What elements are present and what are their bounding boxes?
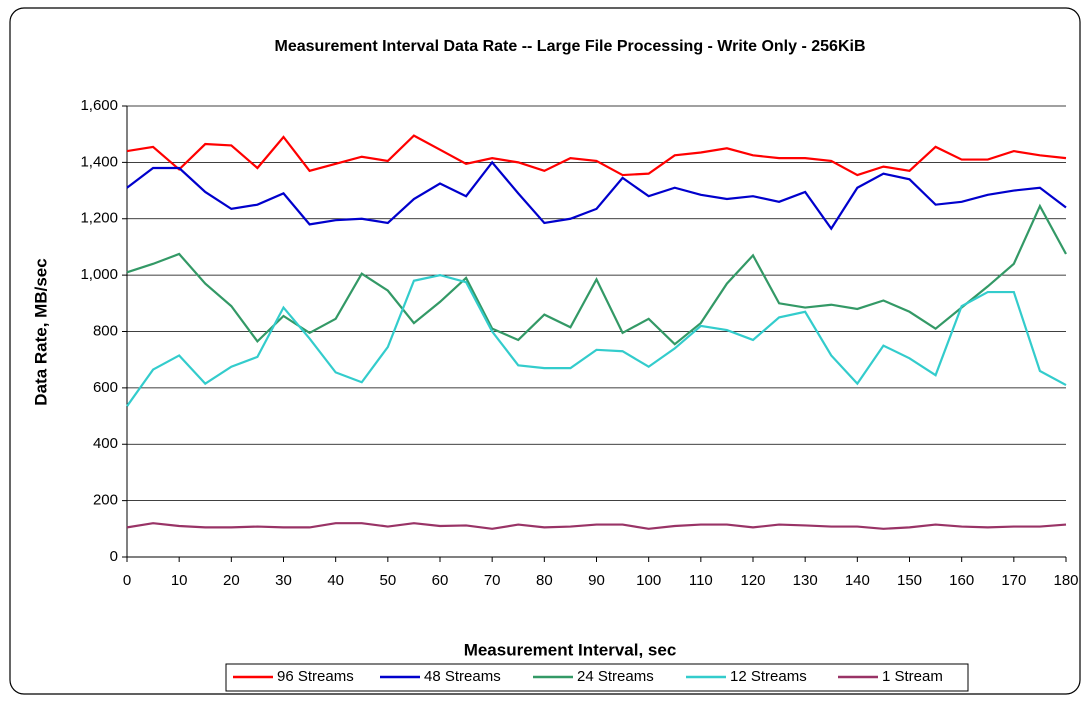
y-tick-label: 1,000	[80, 266, 118, 283]
x-tick-label: 10	[171, 572, 188, 589]
frame	[9, 7, 1081, 695]
y-tick-label: 400	[93, 435, 118, 452]
y-tick-label: 1,600	[80, 97, 118, 114]
y-tick-label: 800	[93, 322, 118, 339]
legend-label: 24 Streams	[577, 668, 654, 685]
x-tick-label: 180	[1053, 572, 1078, 589]
x-tick-label: 170	[1001, 572, 1026, 589]
x-tick-label: 70	[484, 572, 501, 589]
chart-title: Measurement Interval Data Rate -- Large …	[275, 38, 866, 55]
x-tick-label: 90	[588, 572, 605, 589]
x-tick-label: 120	[740, 572, 765, 589]
y-tick-label: 200	[93, 492, 118, 509]
x-tick-label: 100	[636, 572, 661, 589]
x-axis-label: Measurement Interval, sec	[464, 640, 677, 659]
y-tick-label: 1,400	[80, 153, 118, 170]
x-tick-label: 110	[689, 572, 713, 589]
series-line	[126, 160, 1067, 231]
x-tick-label: 40	[327, 572, 344, 589]
series-line	[126, 273, 1067, 407]
y-tick-label: 1,200	[80, 210, 118, 227]
series-line	[126, 522, 1067, 530]
series-line	[126, 203, 1067, 346]
legend-label: 48 Streams	[424, 668, 501, 685]
legend-label: 12 Streams	[730, 668, 807, 685]
x-tick-label: 80	[536, 572, 553, 589]
legend-label: 96 Streams	[277, 668, 354, 685]
x-tick-label: 140	[845, 572, 870, 589]
series-line	[126, 134, 1067, 177]
y-tick-label: 600	[93, 379, 118, 396]
y-tick-label: 0	[110, 548, 118, 565]
legend-label: 1 Stream	[882, 668, 943, 685]
x-tick-label: 30	[275, 572, 292, 589]
x-tick-label: 20	[223, 572, 240, 589]
x-tick-label: 160	[949, 572, 974, 589]
x-tick-label: 130	[793, 572, 818, 589]
x-tick-label: 60	[432, 572, 449, 589]
x-tick-label: 0	[123, 572, 131, 589]
x-tick-label: 50	[379, 572, 396, 589]
x-tick-label: 150	[897, 572, 922, 589]
y-axis-label: Data Rate, MB/sec	[31, 258, 50, 405]
